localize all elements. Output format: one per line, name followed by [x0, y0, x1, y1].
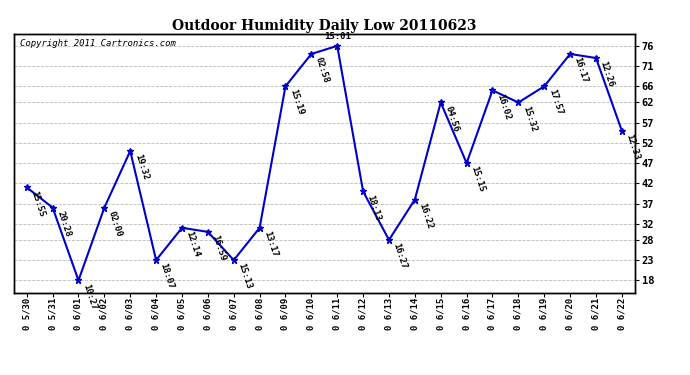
Text: 15:32: 15:32: [521, 105, 538, 133]
Text: 18:07: 18:07: [159, 262, 175, 291]
Text: 15:13: 15:13: [236, 262, 253, 291]
Text: 16:27: 16:27: [392, 242, 408, 270]
Text: 20:28: 20:28: [55, 210, 72, 238]
Text: 02:00: 02:00: [107, 210, 124, 238]
Text: 04:56: 04:56: [444, 105, 460, 133]
Text: 10:27: 10:27: [81, 282, 98, 311]
Title: Outdoor Humidity Daily Low 20110623: Outdoor Humidity Daily Low 20110623: [172, 19, 477, 33]
Text: 15:19: 15:19: [288, 88, 305, 117]
Text: 15:01: 15:01: [324, 32, 351, 41]
Text: 12:26: 12:26: [599, 60, 615, 88]
Text: 16:59: 16:59: [210, 234, 227, 262]
Text: 12:33: 12:33: [624, 133, 641, 161]
Text: 18:13: 18:13: [366, 194, 382, 222]
Text: 16:22: 16:22: [417, 201, 434, 230]
Text: 12:14: 12:14: [185, 230, 201, 258]
Text: Copyright 2011 Cartronics.com: Copyright 2011 Cartronics.com: [20, 39, 176, 48]
Text: 19:32: 19:32: [133, 153, 150, 182]
Text: 02:58: 02:58: [314, 56, 331, 84]
Text: 15:15: 15:15: [469, 165, 486, 194]
Text: 13:17: 13:17: [262, 230, 279, 258]
Text: 15:55: 15:55: [29, 189, 46, 218]
Text: 16:02: 16:02: [495, 92, 512, 121]
Text: 17:57: 17:57: [547, 88, 564, 117]
Text: 16:17: 16:17: [573, 56, 589, 84]
